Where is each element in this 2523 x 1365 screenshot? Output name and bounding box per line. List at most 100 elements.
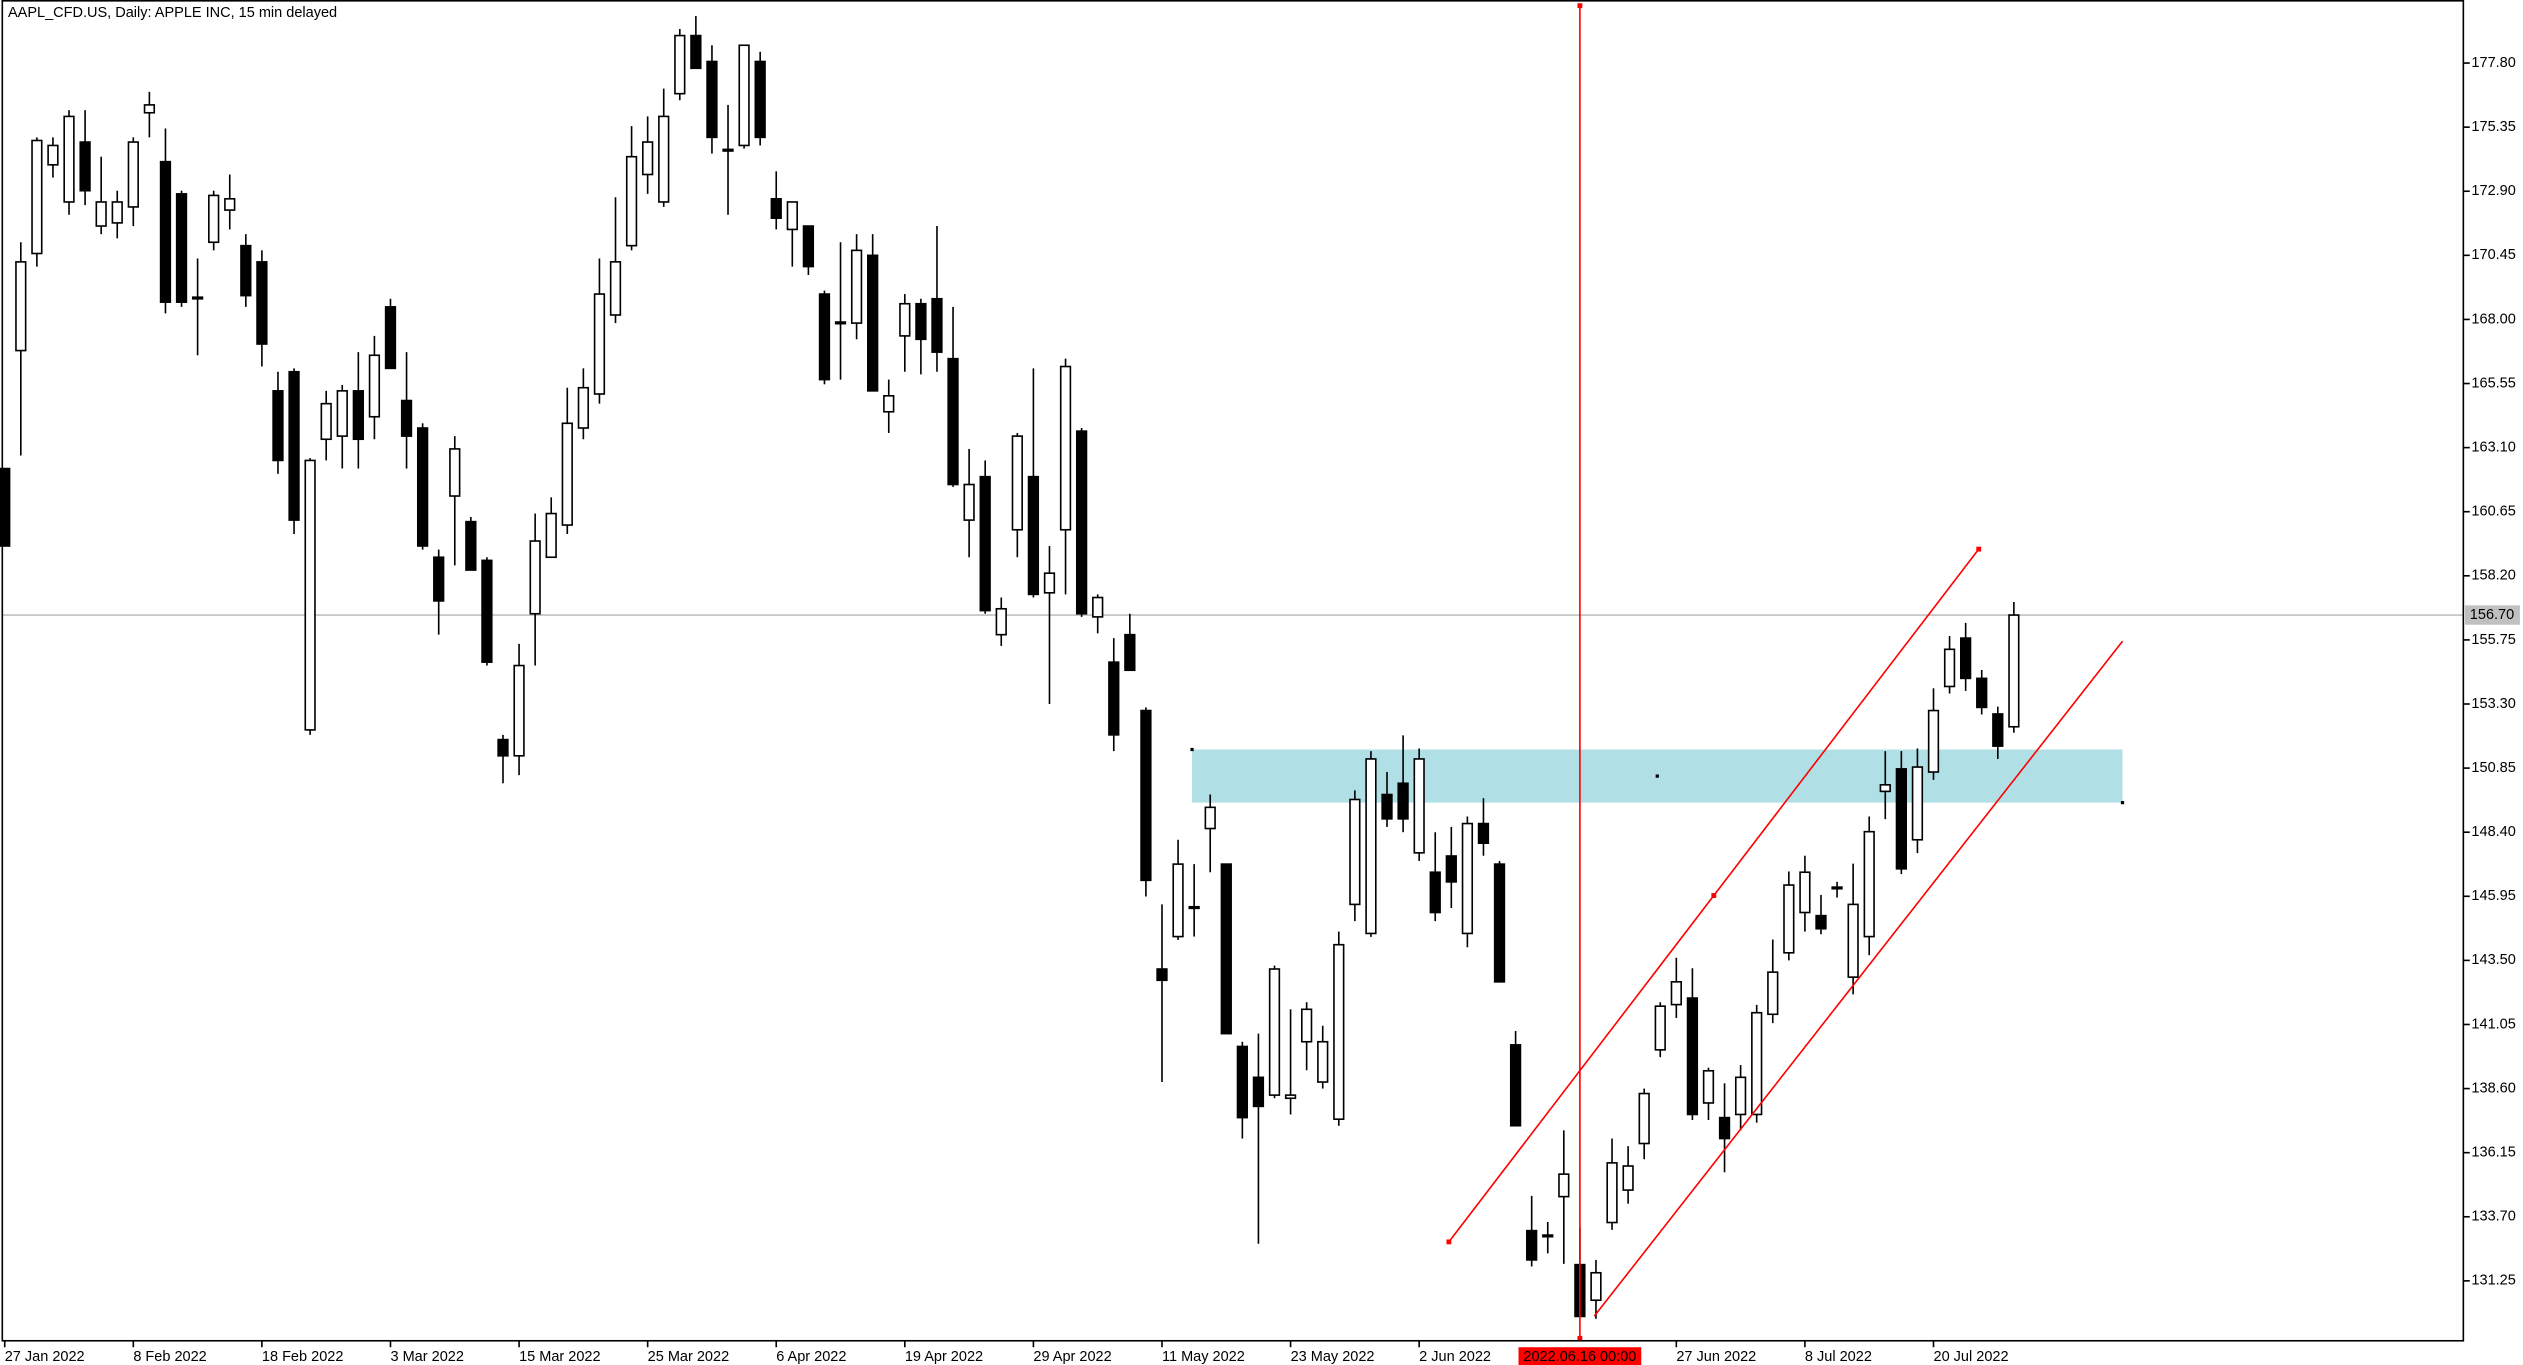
candle-body-down bbox=[1027, 475, 1040, 596]
current-price-box bbox=[2464, 605, 2520, 625]
candle-body-up bbox=[1043, 572, 1056, 594]
x-tick-label: 20 Jul 2022 bbox=[1934, 1349, 2009, 1365]
candle-body-up bbox=[1300, 1008, 1313, 1043]
candle-body-up bbox=[1317, 1040, 1329, 1083]
candle-body-up bbox=[593, 293, 606, 395]
candle-body-up bbox=[834, 321, 847, 325]
candle-body-down bbox=[1992, 713, 2004, 747]
candle-body-up bbox=[577, 386, 590, 429]
x-tick-label: 15 Mar 2022 bbox=[519, 1349, 601, 1365]
candle-body-down bbox=[1381, 793, 1393, 820]
candle-body-up bbox=[1702, 1069, 1715, 1104]
zone-handle bbox=[1190, 747, 1194, 752]
candle-body-up bbox=[1638, 1092, 1650, 1145]
candle-body-up bbox=[1622, 1165, 1634, 1191]
candle-body-down bbox=[1156, 968, 1168, 982]
y-tick-label: 175.35 bbox=[2471, 119, 2515, 135]
candle-body-up bbox=[545, 512, 557, 559]
candle-body-up bbox=[1879, 784, 1891, 793]
candle-body-up bbox=[1943, 648, 1956, 688]
candle-body-down bbox=[1526, 1229, 1538, 1261]
candle-body-down bbox=[416, 427, 429, 547]
candle-body-down bbox=[1236, 1045, 1249, 1119]
candle-body-up bbox=[1831, 886, 1843, 890]
crosshair-label: 2022.06.16 00:00 bbox=[1523, 1349, 1636, 1365]
candle-body-down bbox=[1108, 661, 1120, 736]
candle-body-up bbox=[111, 201, 123, 224]
candle-body-up bbox=[1413, 758, 1425, 854]
candle-body-up bbox=[963, 483, 975, 521]
x-tick-label: 8 Jul 2022 bbox=[1805, 1349, 1872, 1365]
candle-body-up bbox=[722, 148, 734, 152]
candle-body-down bbox=[1959, 637, 1972, 680]
y-tick-label: 163.10 bbox=[2471, 439, 2515, 455]
crosshair-handle bbox=[1577, 3, 1583, 9]
candle-body-up bbox=[674, 34, 686, 95]
zone-handle bbox=[2120, 801, 2125, 805]
candle-body-down bbox=[175, 193, 188, 303]
candle-body-down bbox=[1124, 633, 1136, 672]
candle-body-up bbox=[449, 448, 461, 497]
candle-body-down bbox=[690, 34, 702, 70]
candle-body-up bbox=[143, 104, 156, 114]
candles-layer bbox=[0, 15, 2020, 1319]
candle-body-up bbox=[1349, 798, 1361, 906]
candle-body-down bbox=[465, 520, 477, 571]
candle-body-down bbox=[1477, 822, 1490, 844]
x-tick-label: 23 May 2022 bbox=[1291, 1349, 1375, 1365]
x-tick-label: 27 Jun 2022 bbox=[1676, 1349, 1756, 1365]
candle-body-up bbox=[1670, 981, 1682, 1006]
candle-body-up bbox=[1268, 968, 1281, 1096]
candle-body-up bbox=[1284, 1094, 1297, 1100]
x-tick-label: 8 Feb 2022 bbox=[133, 1349, 206, 1365]
candle-body-up bbox=[127, 141, 139, 208]
channel-handle bbox=[1446, 1239, 1452, 1245]
y-tick-label: 136.15 bbox=[2471, 1145, 2515, 1161]
candle-body-up bbox=[850, 249, 863, 324]
candle-body-up bbox=[1911, 766, 1924, 841]
y-tick-label: 138.60 bbox=[2471, 1080, 2515, 1096]
candle-body-down bbox=[481, 559, 493, 663]
candle-body-down bbox=[931, 297, 943, 353]
candle-body-down bbox=[1509, 1044, 1522, 1127]
candle-body-up bbox=[899, 302, 911, 337]
candle-body-down bbox=[867, 254, 879, 392]
y-tick-label: 143.50 bbox=[2471, 952, 2515, 968]
y-tick-label: 170.45 bbox=[2471, 247, 2515, 263]
candle-body-down bbox=[1252, 1076, 1265, 1108]
candle-body-up bbox=[529, 540, 541, 615]
candle-body-down bbox=[706, 60, 718, 139]
y-tick-label: 172.90 bbox=[2471, 183, 2515, 199]
y-tick-label: 148.40 bbox=[2471, 824, 2515, 840]
candle-body-down bbox=[1895, 768, 1908, 870]
candle-body-up bbox=[224, 198, 236, 211]
candle-body-down bbox=[818, 293, 831, 381]
candle-body-down bbox=[979, 475, 991, 612]
x-tick-label: 2 Jun 2022 bbox=[1419, 1349, 1491, 1365]
candle-body-up bbox=[63, 115, 75, 203]
candle-body-up bbox=[1590, 1271, 1602, 1302]
chart-title: AAPL_CFD.US, Daily: APPLE INC, 15 min de… bbox=[8, 5, 337, 21]
candle-body-down bbox=[754, 60, 766, 139]
candle-body-down bbox=[433, 556, 445, 602]
candle-body-down bbox=[384, 306, 397, 370]
channel-lower bbox=[1593, 640, 2124, 1317]
zone-handle bbox=[1655, 774, 1659, 778]
candle-body-up bbox=[1734, 1076, 1747, 1116]
current-price-label: 156.70 bbox=[2470, 607, 2514, 623]
candle-body-up bbox=[1927, 709, 1940, 773]
channel-handle bbox=[1711, 893, 1717, 898]
candle-body-up bbox=[31, 139, 43, 255]
y-tick-label: 153.30 bbox=[2471, 696, 2515, 712]
drawings-layer bbox=[1190, 3, 2125, 1341]
candle-body-up bbox=[1365, 758, 1377, 935]
candle-body-up bbox=[1188, 905, 1200, 910]
candle-body-down bbox=[1429, 871, 1441, 914]
candle-body-up bbox=[658, 115, 670, 203]
x-tick-label: 19 Apr 2022 bbox=[905, 1349, 983, 1365]
y-tick-label: 133.70 bbox=[2471, 1209, 2515, 1225]
candle-body-down bbox=[240, 244, 252, 297]
candle-body-up bbox=[1542, 1234, 1554, 1238]
